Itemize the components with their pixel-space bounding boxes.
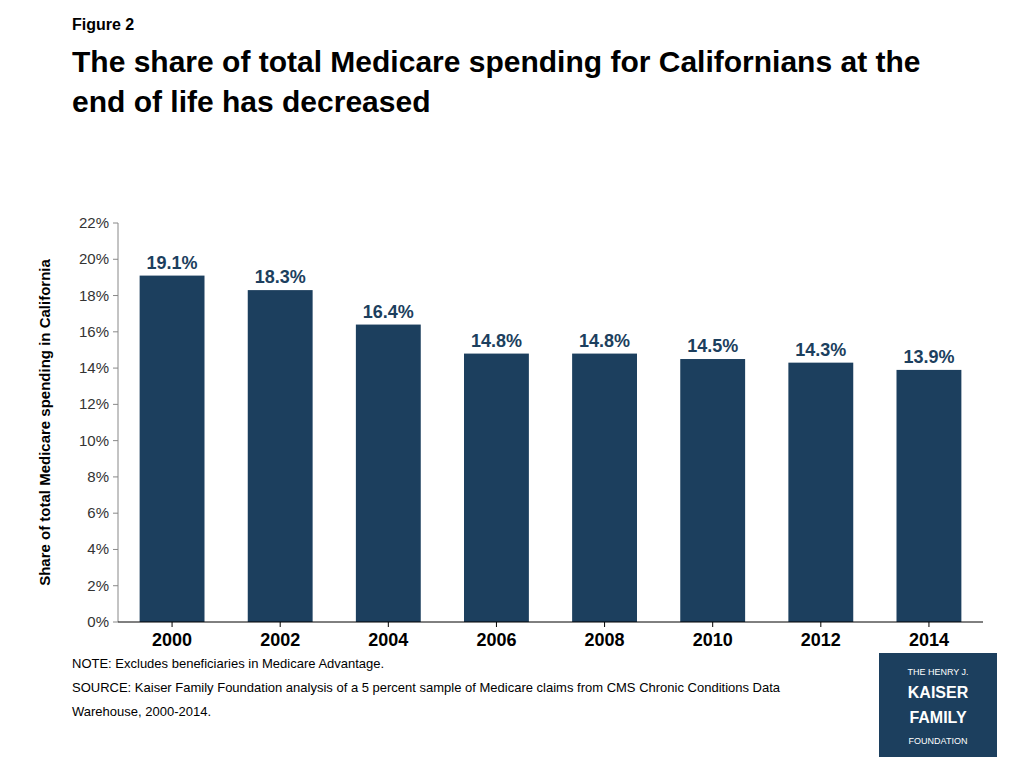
bar xyxy=(680,359,745,622)
x-tick-label: 2002 xyxy=(260,630,300,650)
x-tick-label: 2010 xyxy=(693,630,733,650)
y-tick-label: 12% xyxy=(79,395,109,412)
x-tick xyxy=(280,622,281,627)
x-tick-label: 2014 xyxy=(909,630,949,650)
x-tick xyxy=(388,622,389,627)
x-tick xyxy=(928,622,929,627)
title: The share of total Medicare spending for… xyxy=(72,45,920,118)
x-tick xyxy=(820,622,821,627)
logo-text: FOUNDATION xyxy=(909,736,968,746)
x-tick-label: 2006 xyxy=(476,630,516,650)
note: SOURCE: Kaiser Family Foundation analysi… xyxy=(72,680,781,695)
y-tick-label: 10% xyxy=(79,432,109,449)
y-tick-label: 2% xyxy=(87,577,109,594)
note: NOTE: Excludes beneficiaries in Medicare… xyxy=(72,656,384,671)
title-line: end of life has decreased xyxy=(72,85,430,118)
y-tick-label: 16% xyxy=(79,323,109,340)
x-tick xyxy=(712,622,713,627)
bar xyxy=(897,370,962,622)
data-label: 14.8% xyxy=(471,331,522,351)
data-label: 13.9% xyxy=(903,347,954,367)
data-label: 14.5% xyxy=(687,336,738,356)
y-tick xyxy=(113,259,118,260)
data-label: 14.8% xyxy=(579,331,630,351)
x-tick-label: 2004 xyxy=(368,630,408,650)
note: Warehouse, 2000-2014. xyxy=(72,704,211,719)
y-tick xyxy=(113,223,118,224)
y-tick xyxy=(113,622,118,623)
y-tick-label: 20% xyxy=(79,250,109,267)
background xyxy=(0,0,1024,768)
y-tick xyxy=(113,549,118,550)
data-label: 19.1% xyxy=(147,253,198,273)
x-tick-label: 2012 xyxy=(801,630,841,650)
x-axis-line xyxy=(118,622,983,623)
x-tick-label: 2000 xyxy=(152,630,192,650)
logo xyxy=(879,653,997,757)
y-tick xyxy=(113,476,118,477)
y-tick xyxy=(113,295,118,296)
logo-text: FAMILY xyxy=(909,709,967,726)
y-axis-label: Share of total Medicare spending in Cali… xyxy=(36,258,53,585)
y-tick xyxy=(113,331,118,332)
y-tick xyxy=(113,513,118,514)
x-tick xyxy=(604,622,605,627)
y-tick xyxy=(113,585,118,586)
data-label: 18.3% xyxy=(255,267,306,287)
bars xyxy=(140,276,962,622)
y-tick xyxy=(113,368,118,369)
title-line: The share of total Medicare spending for… xyxy=(72,45,920,78)
y-tick-label: 22% xyxy=(79,214,109,231)
y-tick xyxy=(113,404,118,405)
y-tick xyxy=(113,440,118,441)
y-tick-label: 18% xyxy=(79,287,109,304)
y-tick-label: 4% xyxy=(87,540,109,557)
figure-label: Figure 2 xyxy=(72,16,134,33)
bar xyxy=(140,276,205,622)
bar xyxy=(248,290,313,622)
y-tick-label: 8% xyxy=(87,468,109,485)
bar xyxy=(464,354,529,622)
logo-text: KAISER xyxy=(908,684,969,701)
x-tick xyxy=(172,622,173,627)
bar xyxy=(572,354,637,622)
y-tick-label: 6% xyxy=(87,504,109,521)
x-tick xyxy=(496,622,497,627)
y-tick-label: 14% xyxy=(79,359,109,376)
y-tick-label: 0% xyxy=(87,613,109,630)
bar xyxy=(356,325,421,622)
chart: Figure 2 The share of total Medicare spen… xyxy=(0,0,1024,768)
x-tick-label: 2008 xyxy=(585,630,625,650)
data-label: 16.4% xyxy=(363,302,414,322)
data-label: 14.3% xyxy=(795,340,846,360)
bar xyxy=(788,363,853,622)
y-axis-line xyxy=(118,223,119,622)
logo-text: THE HENRY J. xyxy=(907,667,968,677)
